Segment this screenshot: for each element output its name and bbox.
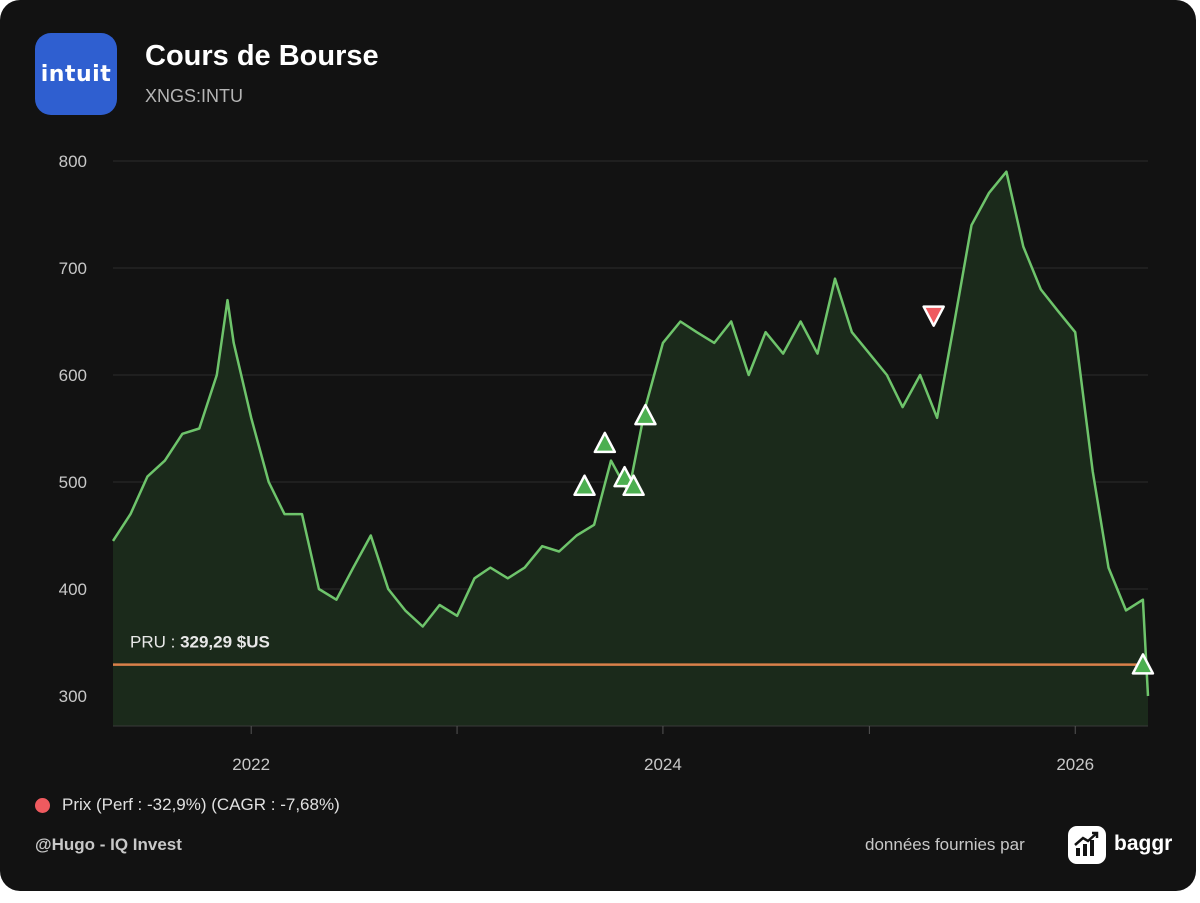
data-source-label: données fournies par xyxy=(865,835,1025,854)
legend: Prix (Perf : -32,9%) (CAGR : -7,68%) xyxy=(35,795,340,815)
x-tick-label: 2024 xyxy=(644,755,682,774)
y-tick-label: 400 xyxy=(59,580,87,599)
baggr-brand: baggr xyxy=(1114,832,1173,855)
buy-marker xyxy=(634,403,657,426)
sell-marker xyxy=(922,305,945,327)
author-credit: @Hugo - IQ Invest xyxy=(35,835,182,854)
buy-marker xyxy=(1131,653,1155,675)
buy-marker xyxy=(593,431,617,454)
legend-dot-icon xyxy=(35,797,50,813)
x-tick-label: 2026 xyxy=(1056,755,1094,774)
pru-label: PRU : 329,29 $US xyxy=(130,633,270,652)
ticker-label: XNGS:INTU xyxy=(145,86,244,106)
buy-marker xyxy=(622,474,645,496)
x-tick-label: 2022 xyxy=(232,755,270,774)
buy-marker xyxy=(573,474,596,496)
y-tick-label: 500 xyxy=(59,473,87,492)
y-tick-label: 800 xyxy=(59,152,87,171)
logo-text: intuit xyxy=(40,61,112,87)
price-area xyxy=(113,171,1148,726)
y-tick-label: 700 xyxy=(59,259,87,278)
chart-title: Cours de Bourse xyxy=(145,40,379,72)
y-tick-label: 600 xyxy=(59,366,87,385)
legend-label: Prix (Perf : -32,9%) (CAGR : -7,68%) xyxy=(62,795,340,814)
baggr-logo-icon xyxy=(1068,826,1106,864)
intuit-logo: intuit xyxy=(35,33,117,115)
y-tick-label: 300 xyxy=(59,687,87,706)
